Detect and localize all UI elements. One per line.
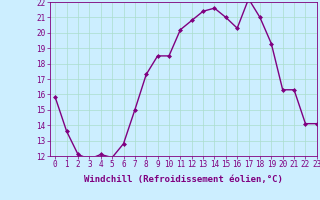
X-axis label: Windchill (Refroidissement éolien,°C): Windchill (Refroidissement éolien,°C) [84,175,283,184]
